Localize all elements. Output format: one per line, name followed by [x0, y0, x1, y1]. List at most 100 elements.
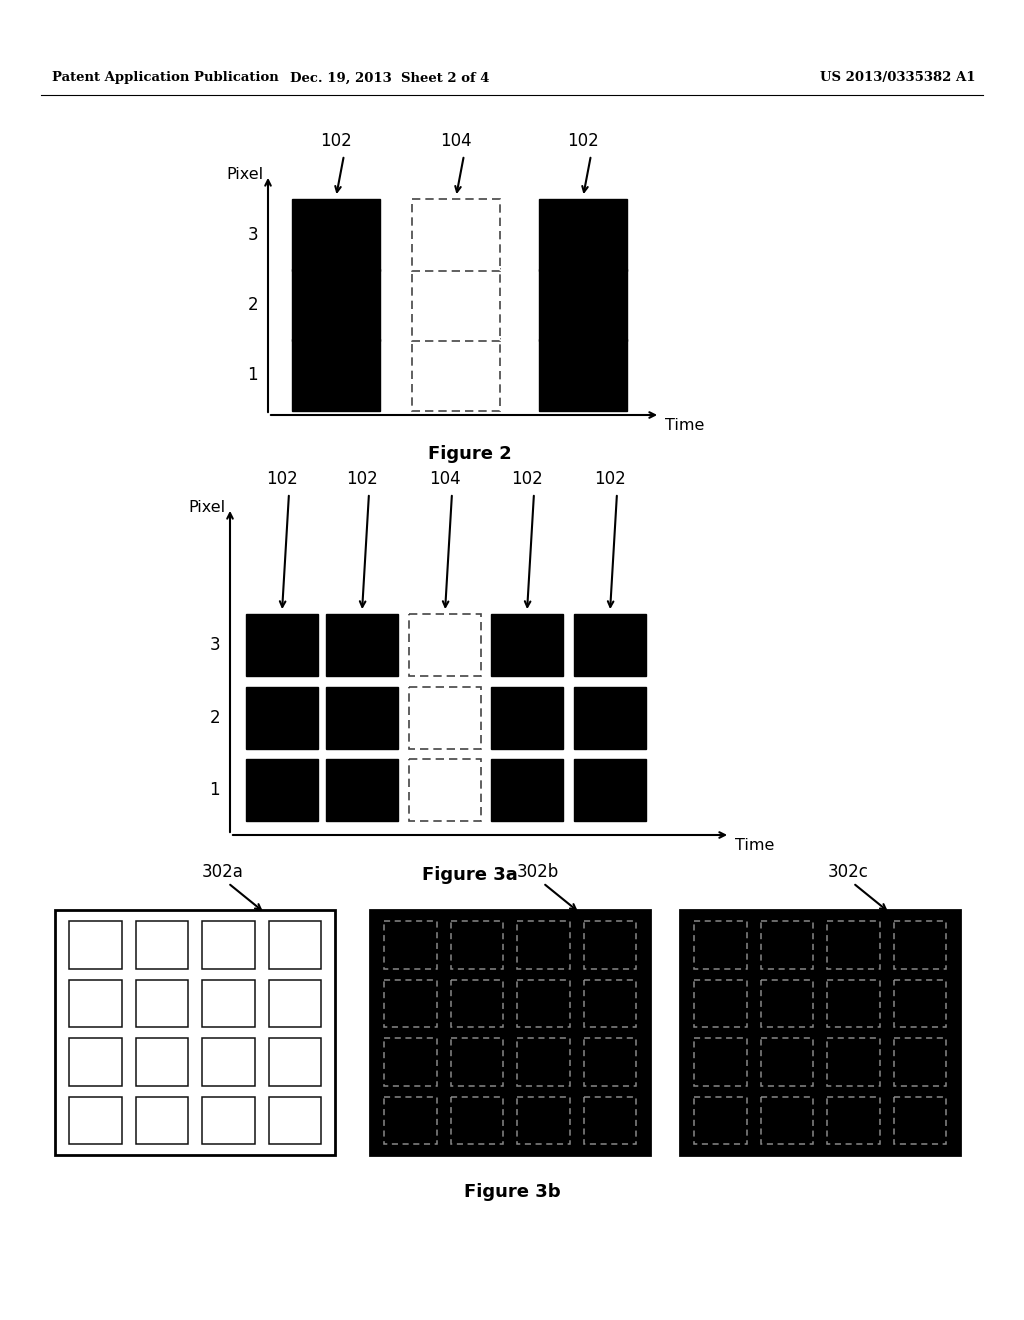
Bar: [69, 1097, 122, 1144]
Bar: [694, 979, 746, 1027]
Bar: [894, 1097, 946, 1144]
Bar: [694, 1097, 746, 1144]
Bar: [326, 686, 398, 748]
Text: 102: 102: [266, 470, 298, 488]
Bar: [539, 269, 627, 341]
Bar: [761, 979, 813, 1027]
Text: 104: 104: [429, 470, 461, 488]
Bar: [135, 1038, 188, 1085]
Text: Pixel: Pixel: [226, 168, 263, 182]
Bar: [761, 1097, 813, 1144]
Bar: [694, 1038, 746, 1085]
Text: 102: 102: [511, 470, 543, 488]
Text: Figure 3b: Figure 3b: [464, 1183, 560, 1201]
Bar: [292, 199, 380, 271]
Text: 104: 104: [440, 132, 472, 150]
Bar: [574, 614, 646, 676]
Bar: [517, 979, 569, 1027]
Text: Time: Time: [735, 838, 774, 853]
Bar: [69, 979, 122, 1027]
Bar: [246, 614, 318, 676]
Text: 3: 3: [248, 226, 258, 244]
Bar: [451, 1038, 503, 1085]
Text: 302c: 302c: [827, 863, 868, 880]
Bar: [490, 759, 563, 821]
Bar: [574, 686, 646, 748]
Bar: [490, 614, 563, 676]
Bar: [268, 1097, 321, 1144]
Bar: [539, 339, 627, 411]
Bar: [517, 1038, 569, 1085]
Bar: [894, 1038, 946, 1085]
Text: 102: 102: [567, 132, 599, 150]
Text: 1: 1: [248, 366, 258, 384]
Text: Pixel: Pixel: [187, 500, 225, 515]
Bar: [268, 979, 321, 1027]
Text: 102: 102: [321, 132, 352, 150]
Text: 3: 3: [209, 636, 220, 653]
Bar: [827, 979, 880, 1027]
Bar: [761, 921, 813, 969]
Bar: [370, 909, 650, 1155]
Bar: [246, 759, 318, 821]
Bar: [574, 759, 646, 821]
Bar: [761, 1038, 813, 1085]
Bar: [384, 1038, 436, 1085]
Bar: [69, 1038, 122, 1085]
Bar: [202, 1097, 255, 1144]
Bar: [827, 1097, 880, 1144]
Bar: [539, 199, 627, 271]
Bar: [490, 686, 563, 748]
Bar: [694, 921, 746, 969]
Bar: [412, 339, 500, 411]
Bar: [894, 979, 946, 1027]
Text: 102: 102: [346, 470, 378, 488]
Bar: [292, 339, 380, 411]
Bar: [268, 921, 321, 969]
Bar: [451, 1097, 503, 1144]
Bar: [409, 686, 481, 748]
Text: 102: 102: [594, 470, 626, 488]
Bar: [680, 909, 961, 1155]
Text: Dec. 19, 2013  Sheet 2 of 4: Dec. 19, 2013 Sheet 2 of 4: [290, 71, 489, 84]
Text: 302a: 302a: [202, 863, 244, 880]
Bar: [202, 921, 255, 969]
Text: US 2013/0335382 A1: US 2013/0335382 A1: [820, 71, 976, 84]
Bar: [69, 921, 122, 969]
Bar: [451, 979, 503, 1027]
Text: 2: 2: [248, 296, 258, 314]
Text: 302b: 302b: [517, 863, 559, 880]
Bar: [202, 1038, 255, 1085]
Bar: [268, 1038, 321, 1085]
Bar: [584, 921, 636, 969]
Bar: [246, 686, 318, 748]
Bar: [827, 921, 880, 969]
Bar: [384, 921, 436, 969]
Bar: [827, 1038, 880, 1085]
Bar: [584, 979, 636, 1027]
Text: 1: 1: [209, 781, 220, 799]
Bar: [517, 1097, 569, 1144]
Text: Figure 3a: Figure 3a: [422, 866, 518, 884]
Bar: [412, 269, 500, 341]
Bar: [584, 1097, 636, 1144]
Bar: [326, 759, 398, 821]
Bar: [409, 759, 481, 821]
Bar: [384, 1097, 436, 1144]
Bar: [135, 921, 188, 969]
Bar: [412, 199, 500, 271]
Bar: [894, 921, 946, 969]
Text: Figure 2: Figure 2: [428, 445, 512, 463]
Text: Time: Time: [665, 418, 705, 433]
Bar: [451, 921, 503, 969]
Bar: [326, 614, 398, 676]
Bar: [384, 979, 436, 1027]
Bar: [584, 1038, 636, 1085]
Bar: [135, 979, 188, 1027]
Text: 2: 2: [209, 709, 220, 727]
Text: Patent Application Publication: Patent Application Publication: [52, 71, 279, 84]
Bar: [202, 979, 255, 1027]
Bar: [55, 909, 335, 1155]
Bar: [292, 269, 380, 341]
Bar: [409, 614, 481, 676]
